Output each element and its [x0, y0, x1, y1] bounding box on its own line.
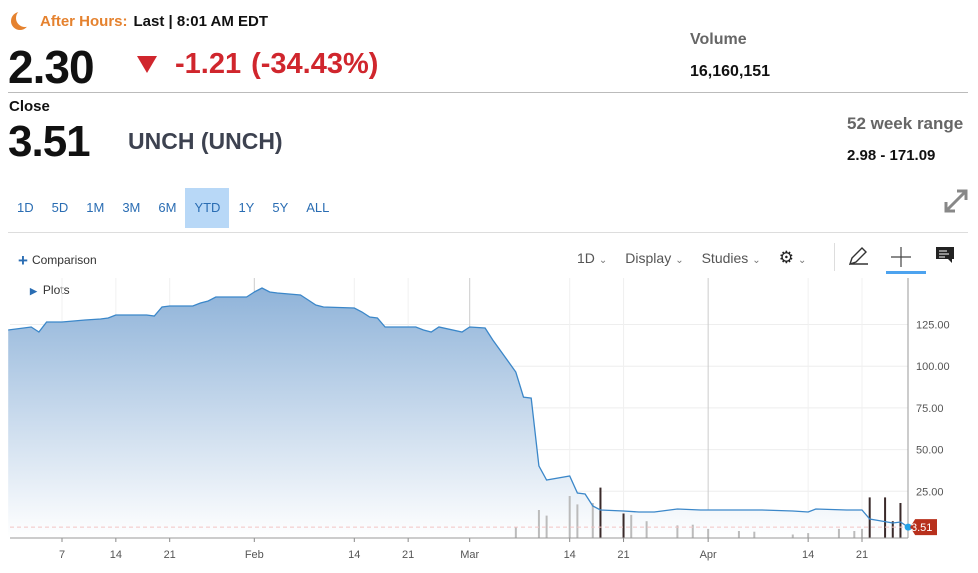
x-tick-label: 14	[802, 549, 814, 561]
close-label: Close	[9, 98, 50, 115]
y-tick-label: 125.00	[916, 320, 950, 332]
range-tab-ytd[interactable]: YTD	[185, 188, 230, 228]
security-name: UNCH (UNCH)	[128, 128, 283, 154]
chevron-down-icon: ⌄	[598, 255, 608, 266]
price-line	[8, 287, 909, 528]
comparison-label: Comparison	[31, 253, 97, 267]
y-tick-label: 100.00	[916, 361, 950, 373]
change-percent: (-34.43%)	[251, 48, 379, 80]
interval-dropdown[interactable]: 1D ⌄	[577, 250, 607, 266]
interval-label: 1D	[577, 250, 595, 266]
chart-toolbar: 1D ⌄ Display ⌄ Studies ⌄ ⚙ ⌄	[577, 248, 824, 268]
x-tick-label: Feb	[245, 549, 264, 561]
x-tick-label: 21	[164, 549, 176, 561]
last-price: 2.30	[8, 41, 95, 93]
chevron-down-icon: ⌄	[675, 255, 684, 266]
pencil-icon[interactable]	[846, 244, 870, 268]
divider	[8, 92, 968, 93]
x-tick-label: Mar	[460, 549, 479, 561]
plus-icon: +	[18, 251, 28, 270]
close-price: 3.51	[8, 117, 91, 166]
expand-icon[interactable]	[943, 188, 969, 214]
x-tick-label: Apr	[700, 549, 717, 561]
after-hours-time: Last | 8:01 AM EDT	[133, 12, 269, 30]
chevron-down-icon: ⌄	[797, 255, 807, 266]
moon-icon	[16, 9, 34, 27]
comparison-button[interactable]: + Comparison	[18, 251, 97, 271]
crosshair-icon[interactable]	[890, 246, 912, 268]
studies-label: Studies	[701, 250, 749, 266]
studies-dropdown[interactable]: Studies ⌄	[702, 250, 761, 266]
last-price-badge	[910, 519, 937, 536]
y-tick-label: 25.00	[916, 486, 944, 498]
price-area	[8, 288, 909, 538]
last-point-marker	[904, 523, 912, 531]
x-tick-label: 21	[402, 549, 414, 561]
x-tick-label: 21	[617, 549, 629, 561]
price-change: -1.21 (-34.43%)	[137, 48, 378, 81]
x-tick-label: 7	[59, 549, 65, 561]
range-tab-3m[interactable]: 3M	[122, 200, 141, 215]
after-hours-label: After Hours:	[40, 12, 128, 30]
settings-dropdown[interactable]: ⚙ ⌄	[779, 248, 807, 268]
volume-label: Volume	[690, 31, 747, 48]
y-tick-label: 50.00	[916, 445, 944, 457]
divider	[8, 232, 968, 233]
y-tick-label: 75.00	[916, 403, 944, 415]
down-arrow-icon	[137, 56, 157, 73]
range-tab-1y[interactable]: 1Y	[238, 200, 255, 215]
range-label: 52 week range	[847, 114, 964, 133]
display-label: Display	[625, 250, 672, 266]
triangle-right-icon: ▶	[30, 286, 37, 296]
gear-icon: ⚙	[778, 248, 794, 267]
x-tick-label: 14	[348, 549, 360, 561]
change-value: -1.21	[175, 48, 242, 80]
after-hours-status: After Hours: Last | 8:01 AM EDT	[10, 12, 268, 30]
range-tab-1m[interactable]: 1M	[86, 200, 105, 215]
chevron-down-icon: ⌄	[752, 255, 761, 266]
crosshair-active-indicator	[886, 271, 926, 274]
x-tick-label: 14	[564, 549, 576, 561]
range-tab-1d[interactable]: 1D	[17, 200, 34, 215]
comment-icon[interactable]	[935, 246, 955, 264]
range-tab-5y[interactable]: 5Y	[272, 200, 289, 215]
range-tabs: 1D 5D 1M 3M 6M YTD 1Y 5Y ALL	[8, 188, 338, 228]
range-tab-6m[interactable]: 6M	[158, 200, 177, 215]
plots-toggle[interactable]: ▶ Plots	[30, 283, 70, 297]
x-tick-label: 21	[856, 549, 868, 561]
range-tab-5d[interactable]: 5D	[51, 200, 69, 215]
last-price-label: 3.51	[911, 522, 932, 534]
plots-label: Plots	[42, 283, 70, 297]
range-value: 2.98 - 171.09	[847, 147, 936, 164]
divider	[834, 243, 835, 271]
x-tick-label: 14	[110, 549, 122, 561]
range-tab-all[interactable]: ALL	[306, 200, 330, 215]
volume-value: 16,160,151	[690, 63, 771, 80]
display-dropdown[interactable]: Display ⌄	[625, 250, 683, 266]
price-chart[interactable]: 25.00 50.00 75.00 100.00 125.00 7 14 21 Feb 14 21 M…	[0, 278, 978, 573]
